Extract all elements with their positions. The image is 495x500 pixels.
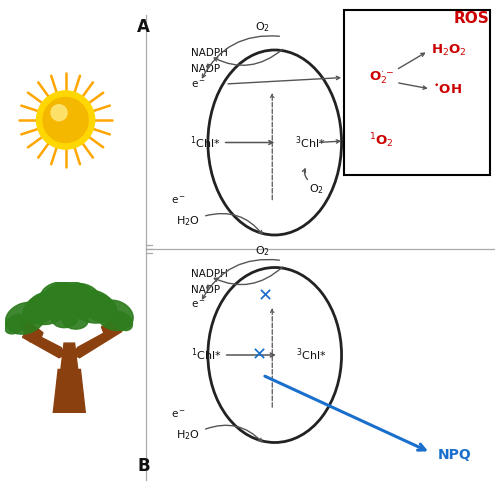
Ellipse shape [113, 312, 133, 330]
Circle shape [37, 91, 95, 149]
Text: $^3$Chl*: $^3$Chl* [295, 134, 325, 151]
Text: $^•$OH: $^•$OH [433, 83, 462, 97]
Polygon shape [101, 314, 125, 336]
Text: NADP: NADP [191, 64, 220, 74]
Text: H$_2$O$_2$: H$_2$O$_2$ [431, 42, 466, 58]
Bar [344, 10, 490, 175]
Polygon shape [18, 318, 43, 342]
Text: e$^-$: e$^-$ [171, 196, 186, 206]
Text: H$_2$O: H$_2$O [176, 214, 199, 228]
Text: NADP: NADP [191, 285, 220, 295]
Text: O$_2$: O$_2$ [309, 182, 324, 196]
Text: O$_2^{·-}$: O$_2^{·-}$ [369, 69, 394, 86]
Text: O$_2$: O$_2$ [255, 20, 270, 34]
Circle shape [51, 104, 67, 120]
Text: ✕: ✕ [252, 346, 267, 364]
Text: NADPH: NADPH [191, 48, 227, 58]
Text: e$^-$: e$^-$ [191, 78, 206, 90]
Ellipse shape [71, 290, 114, 323]
Text: e$^-$: e$^-$ [171, 408, 186, 420]
Text: NADPH: NADPH [191, 269, 227, 279]
Ellipse shape [83, 294, 117, 322]
Text: A: A [137, 18, 150, 36]
Text: $^1$Chl*: $^1$Chl* [191, 346, 221, 364]
Polygon shape [22, 330, 65, 357]
Text: $^1$O$_2$: $^1$O$_2$ [369, 132, 394, 150]
Ellipse shape [43, 282, 96, 320]
Text: e$^-$: e$^-$ [191, 300, 206, 310]
Ellipse shape [40, 282, 78, 310]
Text: H$_2$O: H$_2$O [176, 428, 199, 442]
Ellipse shape [62, 284, 100, 312]
Ellipse shape [23, 296, 57, 324]
Ellipse shape [5, 302, 46, 334]
Text: $^3$Chl*: $^3$Chl* [296, 346, 327, 364]
Ellipse shape [62, 310, 88, 329]
Text: ✕: ✕ [257, 287, 272, 305]
Ellipse shape [5, 314, 26, 334]
Polygon shape [74, 326, 122, 358]
Text: $^1$Chl*: $^1$Chl* [190, 134, 220, 151]
Circle shape [43, 98, 88, 142]
Text: ROS: ROS [453, 11, 489, 26]
Ellipse shape [26, 292, 69, 324]
Ellipse shape [52, 309, 78, 328]
Polygon shape [60, 343, 78, 372]
Text: O$_2$: O$_2$ [255, 244, 270, 258]
Polygon shape [53, 370, 86, 414]
Text: B: B [137, 457, 150, 475]
Text: NPQ: NPQ [438, 448, 472, 462]
Ellipse shape [96, 300, 133, 330]
